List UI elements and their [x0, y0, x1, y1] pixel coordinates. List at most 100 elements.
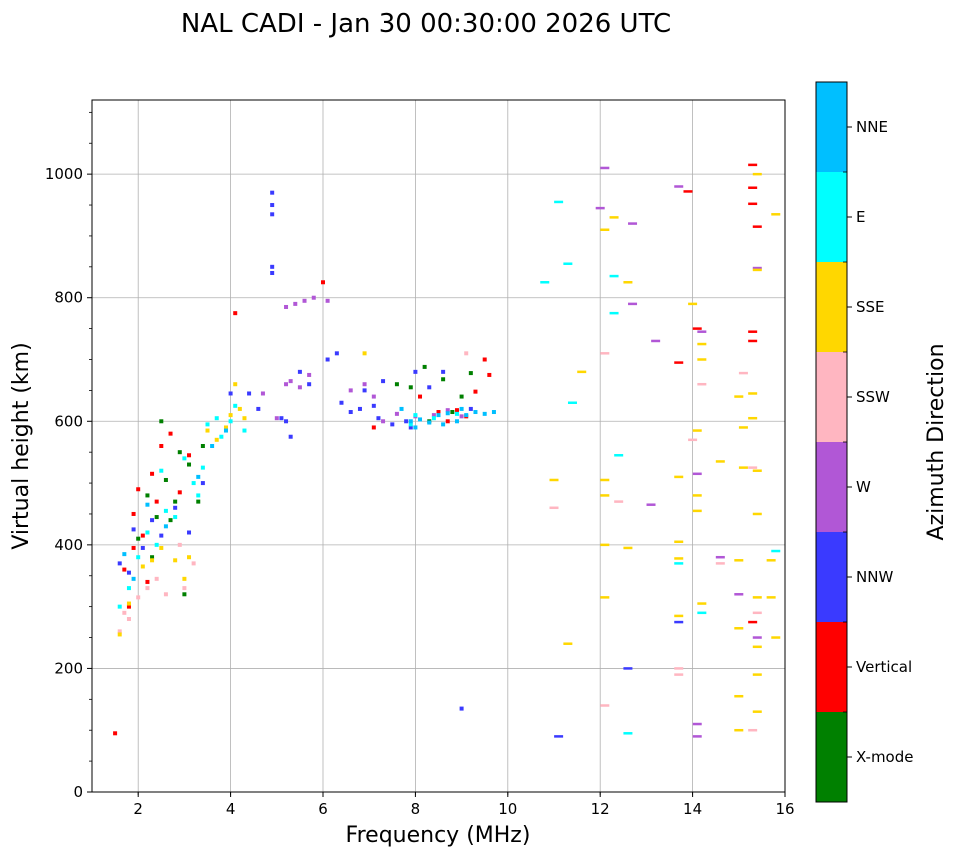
- data-point-x-mode: [408, 385, 413, 390]
- colorbar-segment: [816, 532, 847, 622]
- data-point-sse: [233, 382, 238, 387]
- x-tick-label: 10: [498, 800, 517, 818]
- data-point-x-mode: [200, 444, 205, 448]
- data-point-sse: [688, 302, 698, 306]
- data-point-ssw: [688, 438, 698, 442]
- data-point-w: [274, 416, 279, 421]
- data-point-vertical: [122, 567, 127, 572]
- data-point-ssw: [614, 500, 624, 503]
- data-point-ssw: [177, 542, 182, 547]
- data-point-vertical: [150, 471, 155, 476]
- data-point-w: [371, 394, 376, 399]
- data-point-sse: [734, 395, 744, 398]
- data-point-nnw: [288, 434, 293, 439]
- data-point-ssw: [715, 562, 725, 565]
- data-point-sse: [734, 627, 744, 630]
- data-point-x-mode: [422, 364, 427, 369]
- data-point-nnw: [173, 505, 178, 510]
- data-point-x-mode: [136, 536, 141, 541]
- data-point-vertical: [748, 339, 758, 343]
- data-point-x-mode: [150, 555, 155, 560]
- data-point-ssw: [191, 561, 196, 566]
- chart-title: NAL CADI - Jan 30 00:30:00 2026 UTC: [181, 9, 671, 39]
- data-point-x-mode: [173, 499, 178, 504]
- data-point-nne: [445, 411, 450, 416]
- data-point-nne: [223, 428, 228, 433]
- data-point-sse: [150, 558, 155, 563]
- data-point-nnw: [140, 545, 145, 550]
- data-point-sse: [752, 469, 762, 472]
- data-point-w: [692, 735, 702, 738]
- data-point-sse: [674, 475, 684, 479]
- data-point-sse: [738, 426, 748, 429]
- colorbar-tick-label: Vertical: [856, 658, 912, 676]
- data-point-nnw: [228, 391, 233, 396]
- data-point-sse: [674, 540, 684, 544]
- data-point-ssw: [738, 371, 748, 375]
- data-point-vertical: [748, 620, 758, 624]
- data-point-w: [459, 414, 464, 419]
- data-point-nnw: [126, 570, 131, 575]
- data-point-ssw: [163, 592, 168, 597]
- data-point-sse: [187, 555, 192, 560]
- data-point-e: [614, 454, 624, 457]
- data-point-sse: [748, 416, 758, 420]
- x-tick-label: 6: [318, 800, 328, 818]
- colorbar-tick-label: NNE: [856, 118, 888, 136]
- data-point-vertical: [131, 545, 136, 550]
- data-point-e: [136, 555, 141, 560]
- data-point-vertical: [752, 225, 762, 228]
- data-point-nnw: [270, 212, 275, 217]
- data-point-w: [752, 266, 762, 270]
- data-point-nne: [131, 576, 136, 581]
- data-point-sse: [766, 559, 776, 562]
- data-point-w: [651, 339, 661, 343]
- data-point-w: [752, 636, 762, 639]
- data-point-sse: [771, 636, 781, 639]
- data-point-sse: [766, 596, 776, 599]
- y-tick-label: 400: [54, 536, 83, 554]
- data-point-sse: [752, 596, 762, 599]
- data-point-ssw: [748, 466, 758, 469]
- colorbar: X-mode Vertical NNW W SSW SSE E NNE: [816, 81, 913, 803]
- data-point-sse: [734, 694, 744, 698]
- x-axis-label: Frequency (MHz): [346, 823, 531, 848]
- data-point-nnw: [413, 369, 418, 374]
- data-point-w: [628, 302, 638, 306]
- data-point-e: [205, 422, 210, 427]
- data-point-nnw: [270, 264, 275, 269]
- data-point-sse: [563, 642, 573, 645]
- data-point-w: [284, 304, 289, 309]
- data-point-vertical: [674, 361, 684, 364]
- colorbar-frame: [815, 81, 848, 803]
- data-point-nnw: [270, 190, 275, 195]
- data-point-e: [242, 428, 247, 433]
- data-point-vertical: [187, 453, 192, 458]
- data-point-w: [715, 555, 725, 559]
- data-point-vertical: [683, 190, 693, 193]
- data-point-sse: [228, 413, 233, 418]
- data-point-e: [200, 465, 205, 470]
- data-point-w: [394, 411, 399, 416]
- data-point-nne: [464, 413, 469, 418]
- data-point-nne: [454, 419, 459, 424]
- data-point-vertical: [692, 327, 702, 330]
- data-point-x-mode: [459, 394, 464, 399]
- data-point-sse: [140, 564, 145, 569]
- data-point-nnw: [200, 481, 205, 486]
- data-point-e: [567, 401, 577, 404]
- colorbar-segment: [816, 82, 847, 172]
- data-point-nnw: [307, 382, 312, 387]
- data-point-w: [348, 388, 353, 393]
- data-point-sse: [600, 543, 610, 547]
- data-point-w: [445, 408, 450, 413]
- data-point-sse: [752, 710, 762, 713]
- data-point-x-mode: [154, 515, 159, 520]
- data-point-e: [173, 515, 178, 520]
- data-point-vertical: [748, 186, 758, 189]
- data-point-e: [233, 403, 238, 408]
- data-point-nnw: [376, 416, 381, 421]
- x-tick-label: 8: [411, 800, 421, 818]
- data-point-nnw: [150, 518, 155, 523]
